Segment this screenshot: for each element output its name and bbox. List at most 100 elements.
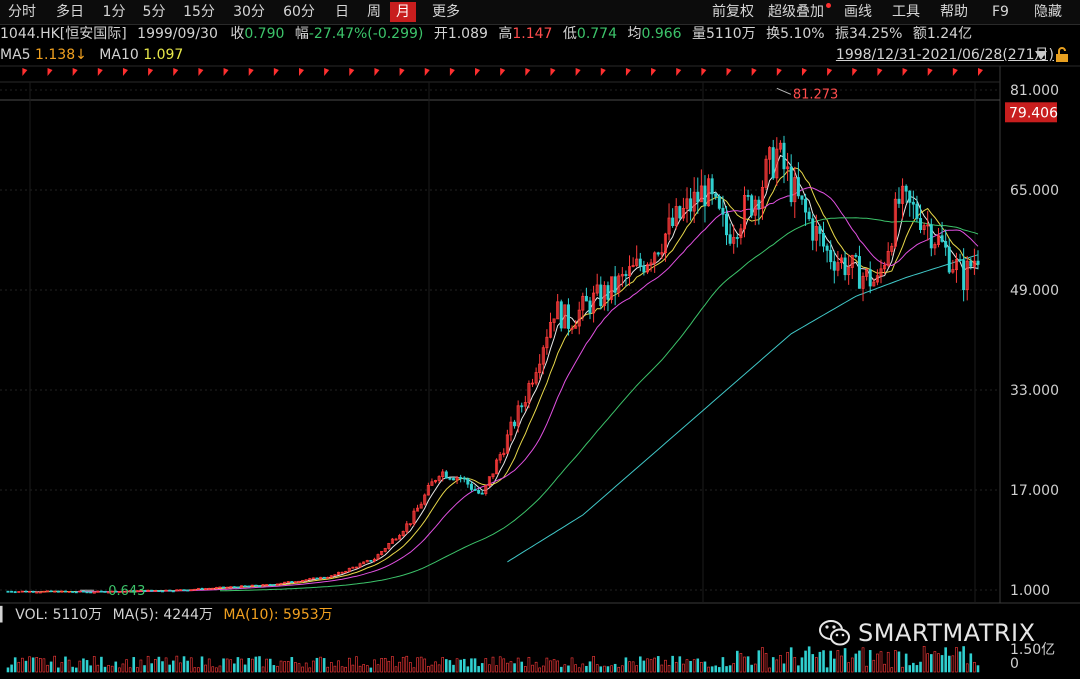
toolbar-right-0[interactable]: 前复权 (712, 4, 754, 20)
candle-body (272, 584, 276, 587)
toolbar-right-2[interactable]: 画线 (844, 4, 872, 20)
tab-period-9[interactable]: 月 (390, 2, 416, 22)
volume-bar (858, 650, 861, 673)
volume-bar (718, 667, 721, 673)
volume-bar (538, 667, 542, 673)
candle-body (753, 199, 757, 216)
candle-body (714, 193, 718, 197)
volume-bar (635, 665, 639, 673)
volume-bar (207, 658, 211, 673)
candle-body (538, 363, 542, 373)
candle-body (103, 590, 107, 593)
candle-body (642, 265, 646, 273)
dividend-marker-icon (776, 68, 782, 76)
candle-body (150, 589, 154, 592)
volume-bar (233, 663, 236, 673)
toolbar-right-6[interactable]: 隐藏 (1034, 4, 1062, 20)
amount-value: 1.24亿 (926, 26, 973, 42)
candle-body (232, 586, 236, 589)
volume-bar (211, 666, 215, 673)
candle-body (214, 587, 218, 589)
volume-bar (484, 658, 488, 673)
candle-body (326, 576, 330, 579)
volume-bar (692, 659, 696, 673)
tab-period-2[interactable]: 1分 (102, 4, 126, 20)
candle-body (189, 589, 193, 592)
volume-bar (110, 665, 114, 673)
amplitude-label: 振 (835, 26, 850, 42)
volume-bar (398, 661, 401, 673)
volume-bar (150, 663, 154, 673)
volume-bar (700, 662, 703, 673)
volume-bar (789, 647, 793, 673)
dividend-marker-icon (399, 68, 405, 76)
candle-body (768, 147, 772, 160)
volume-bar (850, 657, 854, 673)
volume-bar (506, 662, 509, 673)
volume-bar (215, 667, 218, 673)
tab-period-5[interactable]: 30分 (233, 4, 265, 20)
candle-body (121, 590, 125, 593)
volume-bar (168, 664, 171, 673)
volume-bar (962, 646, 965, 673)
tab-period-10[interactable]: 更多 (432, 4, 460, 20)
volume-bar (603, 665, 606, 673)
candle-body (340, 571, 344, 574)
candle-body (311, 577, 315, 580)
volume-bar (136, 667, 139, 673)
high-value: 1.147 (512, 26, 553, 42)
candle-body (383, 547, 387, 552)
candle-body (617, 275, 621, 293)
open-value: 1.089 (447, 26, 488, 42)
tab-period-1[interactable]: 多日 (56, 4, 84, 20)
candle-body (89, 591, 93, 594)
change-label: 幅 (294, 26, 309, 42)
date-range-selector[interactable]: 1998/12/31-2021/06/28(271月) (835, 47, 1054, 63)
volume-bar (656, 656, 660, 673)
volume-bar (854, 653, 858, 673)
toolbar-right-4[interactable]: 帮助 (940, 4, 968, 20)
toolbar-right-3[interactable]: 工具 (892, 4, 920, 20)
candle-body (847, 267, 851, 276)
candle-body (645, 264, 649, 273)
volume-bar (750, 664, 753, 673)
dividend-marker-icon (651, 68, 657, 76)
chevron-down-icon[interactable] (1034, 48, 1048, 62)
candle-body (965, 260, 969, 291)
volume-bar (524, 666, 527, 673)
volume-bar (279, 660, 283, 673)
candle-body (836, 262, 840, 271)
lock-icon[interactable] (1055, 47, 1069, 63)
tab-period-8[interactable]: 周 (367, 4, 381, 20)
dividend-marker-icon (349, 68, 355, 76)
candle-body (893, 198, 897, 247)
volume-bar (225, 658, 229, 673)
volume-bar (312, 660, 315, 673)
tab-period-4[interactable]: 15分 (183, 4, 215, 20)
candle-body (365, 559, 369, 563)
volume-bar (955, 647, 958, 673)
candle-body (811, 218, 815, 241)
candle-body (861, 275, 865, 289)
candle-body (243, 585, 247, 588)
tab-period-3[interactable]: 5分 (142, 4, 166, 20)
candle-body (516, 405, 520, 427)
candle-body (448, 477, 452, 480)
stock-code-name: 1044.HK[恒安国际] (0, 26, 127, 42)
candle-body (854, 254, 858, 257)
tab-period-6[interactable]: 60分 (283, 4, 315, 20)
volume-bar (197, 667, 200, 673)
candle-body (746, 195, 750, 197)
volume-bar (477, 666, 480, 673)
candle-body (552, 318, 556, 323)
tab-period-7[interactable]: 日 (335, 4, 349, 20)
dividend-marker-icon (273, 68, 279, 76)
toolbar-right-5[interactable]: F9 (992, 4, 1009, 20)
candle-body (290, 581, 294, 583)
candle-body (211, 587, 215, 590)
candle-body (796, 177, 800, 197)
volume-bar (710, 666, 714, 673)
candle-body (67, 591, 71, 593)
tab-period-0[interactable]: 分时 (8, 4, 36, 20)
toolbar-right-1[interactable]: 超级叠加 (768, 4, 824, 20)
